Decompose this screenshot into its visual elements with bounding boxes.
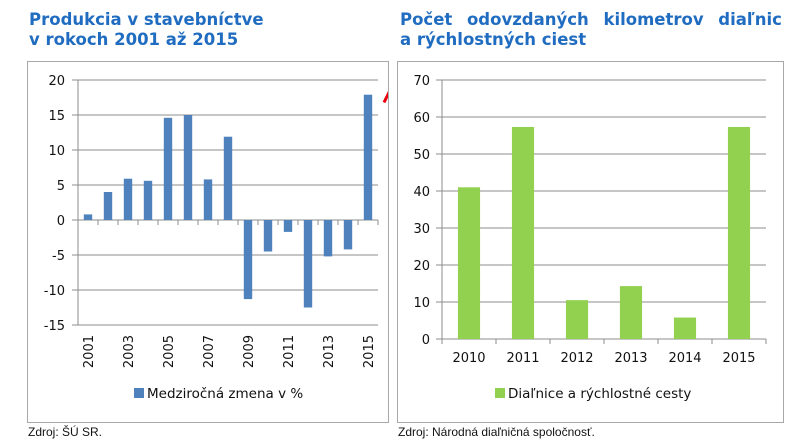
y-tick-label: -10 [44,284,65,299]
right-chart-title: Počet odovzdaných kilometrov diaľnic a r… [400,10,782,50]
x-tick-label: 2012 [560,351,593,366]
legend-swatch [495,388,505,398]
y-tick-label: 0 [57,214,65,229]
bar-2013 [619,286,643,339]
y-tick-label: 20 [413,259,430,274]
bar-2010 [457,187,481,339]
left-chart-frame: -15 -10 -5 0 5 10 15 20 2001 2003 2005 2007 2009 2011… [27,61,389,423]
bar-2004 [143,180,153,220]
y-tick-label: 15 [48,109,65,124]
x-tick-label: 2013 [614,351,647,366]
legend-swatch [134,388,144,398]
bar-2014 [673,317,697,339]
x-tick-label: 2015 [722,351,755,366]
x-tick-label: 2009 [242,335,257,368]
right-title-word: diaľnic [718,10,782,29]
bar-2001 [83,214,93,220]
y-tick-label: 30 [413,222,430,237]
x-tick-label: 2013 [322,335,337,368]
right-title-line1: Počet odovzdaných kilometrov diaľnic [400,10,782,30]
bar-2011 [283,220,293,232]
y-tick-label: 10 [413,296,430,311]
right-title-line2: a rýchlostných ciest [400,30,587,49]
x-tick-label: 2010 [452,351,485,366]
bar-2010 [263,220,273,252]
x-tick-label: 2007 [202,335,217,368]
right-title-word: Počet [400,10,453,29]
bar-2007 [203,179,213,220]
right-chart-frame: 0 10 20 30 40 50 60 70 2010 2011 2012 2013 2014 2015 D… [397,61,784,423]
x-tick-label: 2015 [362,335,377,368]
bar-2011 [511,126,535,340]
y-tick-label: 60 [413,111,430,126]
y-tick-label: 20 [48,74,65,89]
left-chart-title: Produkcia v stavebníctve v rokoch 2001 a… [29,10,369,50]
bar-2002 [103,192,113,220]
y-tick-label: 0 [422,333,430,348]
bar-2014 [343,220,353,250]
y-tick-label: -15 [44,319,65,334]
bar-2008 [223,136,233,220]
left-title-line1: Produkcia v stavebníctve [29,10,264,29]
left-source-note: Zdroj: ŠÚ SR. [28,425,103,439]
right-source-note: Zdroj: Národná diaľničná spoločnosť. [398,425,595,439]
x-tick-label: 2005 [162,335,177,368]
bar-2015 [727,126,751,340]
right-chart-svg: 0 10 20 30 40 50 60 70 2010 2011 2012 2013 2014 2015 D… [413,74,767,402]
right-title-word: kilometrov [603,10,704,29]
x-tick-label: 2003 [122,335,137,368]
bar-2005 [163,117,173,220]
y-tick-label: 40 [413,185,430,200]
x-tick-label: 2001 [82,335,97,368]
bar-2015 [363,94,373,220]
x-tick-label: 2011 [282,335,297,368]
left-chart-svg: -15 -10 -5 0 5 10 15 20 2001 2003 2005 2007 2009 2011… [44,74,388,402]
y-tick-label: 10 [48,144,65,159]
y-tick-label: -5 [52,249,65,264]
y-tick-label: 5 [57,179,65,194]
y-tick-label: 50 [413,148,430,163]
bar-2013 [323,220,333,257]
legend-label: Diaľnice a rýchlostné cesty [508,386,691,402]
bar-2003 [123,178,133,220]
bar-2006 [183,115,193,220]
right-title-word: odovzdaných [466,10,589,29]
bar-2012 [303,220,313,308]
x-tick-label: 2014 [668,351,701,366]
bar-2012 [565,300,589,339]
left-title-line2: v rokoch 2001 až 2015 [29,30,239,49]
x-tick-label: 2011 [506,351,539,366]
legend-label: Medziročná zmena v % [147,386,303,402]
bar-2009 [243,220,253,300]
y-tick-label: 70 [413,74,430,89]
red-arrow-head [382,91,388,104]
